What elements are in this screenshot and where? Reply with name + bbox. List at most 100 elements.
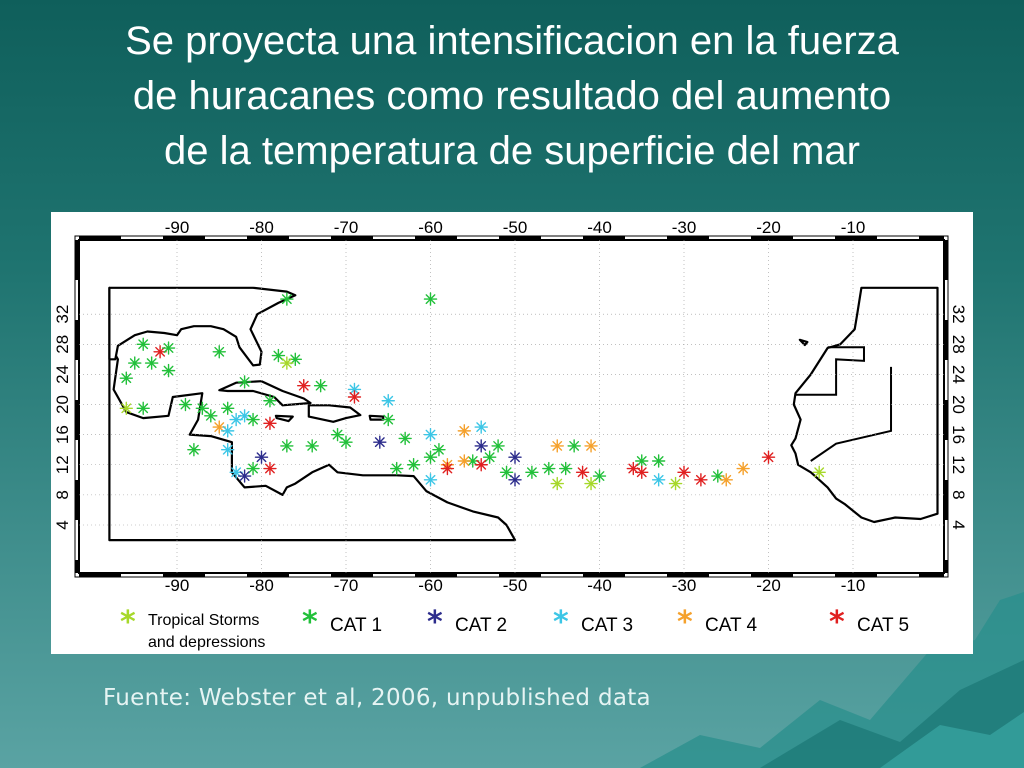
storm-marker-cat5 xyxy=(575,465,590,479)
storm-marker-cat1 xyxy=(635,454,649,468)
storm-marker-cat2 xyxy=(474,439,488,453)
land-canary-islands xyxy=(798,338,809,347)
lon-tick-label: -10 xyxy=(841,218,866,237)
storm-marker-cat3 xyxy=(381,394,395,408)
title-line: de la temperatura de superficie del mar xyxy=(164,129,860,173)
lat-tick-label: 32 xyxy=(53,305,72,324)
storm-marker-cat1 xyxy=(263,394,277,408)
storm-marker-cat1 xyxy=(195,401,210,415)
lon-tick-label: -30 xyxy=(672,576,697,595)
storm-marker-cat4 xyxy=(550,439,564,453)
storm-marker-cat1 xyxy=(271,348,286,363)
legend-marker-cat2: * xyxy=(427,605,443,640)
legend-label-ts: and depressions xyxy=(148,634,265,651)
storm-marker-cat5 xyxy=(297,378,311,393)
lon-tick-label: -50 xyxy=(503,576,528,595)
storm-marker-cat1 xyxy=(128,356,142,370)
storm-marker-cat1 xyxy=(204,409,218,423)
storm-marker-cat1 xyxy=(499,465,514,479)
lat-tick-label: 24 xyxy=(53,365,72,384)
storm-marker-cat1 xyxy=(280,439,294,453)
legend-marker-cat3: * xyxy=(553,605,569,640)
legend-label-cat3: CAT 3 xyxy=(581,615,633,636)
legend-label-cat1: CAT 1 xyxy=(330,615,382,636)
storm-marker-cat1 xyxy=(381,412,395,427)
storm-marker-cat1 xyxy=(432,442,446,457)
storm-marker-cat1 xyxy=(313,378,328,393)
lon-ticks-top: -90 -80 -70 -60 -50 -40 -30 -20 -10 xyxy=(165,218,866,237)
storm-marker-cat2 xyxy=(254,450,269,464)
storm-marker-cat1 xyxy=(187,442,201,457)
lon-tick-label: -90 xyxy=(165,576,190,595)
storm-marker-cat1 xyxy=(136,337,150,351)
land-jamaica xyxy=(274,414,294,423)
storm-marker-ts xyxy=(584,476,598,491)
storm-marker-ts xyxy=(280,356,294,370)
land-hispaniola xyxy=(307,404,362,423)
storm-marker-cat3 xyxy=(423,427,438,442)
title-line: Se proyecta una intensificacion en la fu… xyxy=(125,19,899,63)
legend-marker-ts: * xyxy=(120,605,136,640)
storm-marker-cat1 xyxy=(119,371,134,385)
border-lines xyxy=(795,346,865,396)
storm-marker-cat5 xyxy=(263,461,277,476)
storm-marker-cat1 xyxy=(246,412,260,427)
lon-tick-label: -20 xyxy=(756,218,781,237)
storm-marker-cat1 xyxy=(559,461,573,476)
storm-marker-cat1 xyxy=(178,397,193,412)
storm-marker-cat2 xyxy=(508,450,522,464)
lat-tick-label: 24 xyxy=(949,365,968,384)
storm-marker-cat3 xyxy=(474,420,488,434)
legend-label-cat5: CAT 5 xyxy=(857,615,909,636)
land-cuba xyxy=(218,380,312,407)
storm-marker-cat5 xyxy=(263,416,277,431)
storm-marker-cat1 xyxy=(567,439,581,453)
storm-marker-cat1 xyxy=(330,427,345,442)
map-svg: -90 -80 -70 -60 -50 -40 -30 -20 -10 -90 -80 -70 -60… xyxy=(53,218,968,651)
lat-tick-label: 8 xyxy=(949,490,968,499)
lat-tick-label: 4 xyxy=(53,520,72,529)
lon-tick-label: -10 xyxy=(841,576,866,595)
storm-marker-cat2 xyxy=(373,435,387,449)
storm-marker-cat1 xyxy=(280,292,294,306)
storm-marker-cat4 xyxy=(457,454,471,468)
storm-marker-cat1 xyxy=(491,439,505,453)
hurricane-map-figure: -90 -80 -70 -60 -50 -40 -30 -20 -10 -90 -80 -70 -60… xyxy=(51,212,973,654)
storm-marker-cat1 xyxy=(339,435,353,449)
storm-marker-cat1 xyxy=(212,345,226,359)
lon-tick-label: -60 xyxy=(418,218,443,237)
title-line: de huracanes como resultado del aumento xyxy=(132,74,892,118)
storm-marker-cat5 xyxy=(440,461,455,476)
lon-tick-label: -70 xyxy=(334,218,359,237)
border-lines xyxy=(810,366,893,462)
storm-marker-cat1 xyxy=(482,450,497,464)
storm-marker-cat1 xyxy=(246,461,260,476)
storm-marker-cat4 xyxy=(457,424,471,438)
storm-marker-cat1 xyxy=(390,461,404,476)
storm-marker-cat1 xyxy=(423,292,438,306)
lon-tick-label: -40 xyxy=(587,576,612,595)
storm-marker-cat5 xyxy=(677,465,691,479)
storm-marker-ts xyxy=(119,401,134,415)
lat-tick-label: 28 xyxy=(949,335,968,354)
legend: * Tropical Storms and depressions * CAT 1 * CA… xyxy=(120,605,909,651)
lon-tick-label: -50 xyxy=(503,218,528,237)
storm-marker-cat5 xyxy=(694,473,708,487)
lat-ticks-left: 32 28 24 20 16 12 8 4 xyxy=(53,305,72,530)
storm-marker-cat1 xyxy=(161,341,176,355)
lon-tick-label: -20 xyxy=(756,576,781,595)
land-africa xyxy=(790,286,939,524)
legend-marker-cat5: * xyxy=(829,605,845,640)
lon-tick-label: -40 xyxy=(587,218,612,237)
storm-marker-cat2 xyxy=(237,469,252,483)
land-puerto-rico xyxy=(368,414,385,421)
storm-marker-cat3 xyxy=(229,465,243,479)
legend-marker-cat4: * xyxy=(677,605,693,640)
storm-marker-cat1 xyxy=(305,439,319,453)
storm-marker-cat3 xyxy=(220,442,235,457)
lon-tick-label: -80 xyxy=(249,576,274,595)
lon-ticks-bottom: -90 -80 -70 -60 -50 -40 -30 -20 -10 xyxy=(165,576,866,595)
lon-tick-label: -60 xyxy=(418,576,443,595)
lat-tick-label: 28 xyxy=(53,335,72,354)
legend-label-cat4: CAT 4 xyxy=(705,615,758,636)
